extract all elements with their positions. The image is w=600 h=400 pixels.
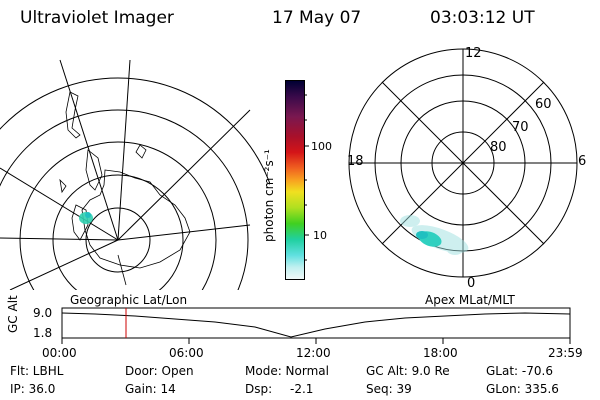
meridian [59,59,119,241]
lat-circle [19,141,217,290]
geographic-map [0,59,270,290]
color-scale-ticks [305,94,309,261]
colorbar-tick-10: 10 [313,229,327,242]
time-label: 03:03:12 UT [430,8,535,28]
date-label: 17 May 07 [272,8,362,28]
meridian [117,59,131,241]
mlt-label-12: 12 [465,46,482,61]
color-scale-bar [285,80,305,280]
lat-circle [52,174,184,290]
glon-info: GLon: 335.6 [486,382,559,396]
polar-mlt-plot [348,48,578,278]
meridian [0,167,119,241]
colorbar-tick-100: 100 [311,140,332,153]
gc-alt-info: GC Alt: 9.0 Re [366,364,450,378]
timeline-x-tick: 23:59 [548,346,583,360]
dsp-label: Dsp: [245,382,273,396]
lat-circle [0,77,270,186]
meridian [0,237,119,241]
altitude-curve [61,312,571,338]
mlt-label-18: 18 [347,154,364,169]
timeline-right-title: Apex MLat/MLT [425,293,515,307]
mlat-label-70: 70 [512,120,529,135]
meridian [117,224,251,241]
mlt-label-6: 6 [578,154,587,169]
app-title: Ultraviolet Imager [20,8,174,28]
colorbar-unit-label: photon cm⁻²s⁻¹ [262,149,276,242]
gain-info: Gain: 14 [125,382,176,396]
dsp-value: -2.1 [290,382,314,396]
mlt-label-0: 0 [467,276,476,291]
altitude-timeline [61,307,571,344]
mlat-label-80: 80 [490,140,507,155]
meridian [117,109,251,241]
timeline-x-tick: 12:00 [296,346,331,360]
coastline [59,91,191,286]
glat-info: GLat: -70.6 [486,364,553,378]
aurora-spot [85,212,91,218]
lat-circle [85,207,151,273]
ip-info: IP: 36.0 [10,382,56,396]
meridian [9,239,119,290]
aurora-spot [416,231,428,239]
timeline-y-tick-high: 9.0 [33,306,53,320]
mode-info: Mode: Normal [245,364,329,378]
lat-circle [0,109,249,290]
filter-info: Flt: LBHL [10,364,64,378]
seq-info: Seq: 39 [366,382,412,396]
timeline-x-tick: 00:00 [42,346,77,360]
timeline-left-title: Geographic Lat/Lon [70,293,188,307]
timeline-x-tick: 18:00 [423,346,458,360]
timeline-y-tick-low: 1.8 [33,326,53,340]
timeline-y-axis-label: GC Alt [6,295,20,333]
timeline-x-tick: 06:00 [169,346,204,360]
mlat-label-60: 60 [535,97,552,112]
door-info: Door: Open [125,364,194,378]
